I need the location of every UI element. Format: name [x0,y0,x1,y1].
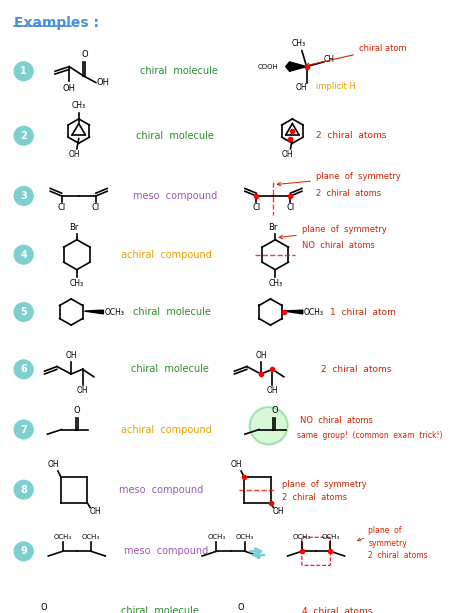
Text: O: O [238,603,245,612]
Text: 10: 10 [17,606,30,613]
Text: O: O [271,406,278,416]
Text: 3: 3 [20,191,27,201]
Text: implicit H: implicit H [316,82,356,91]
Text: OH: OH [97,78,110,87]
Text: meso  compound: meso compound [118,485,203,495]
Text: 2  chiral  atoms: 2 chiral atoms [316,131,386,140]
Text: NO  chiral  atoms: NO chiral atoms [300,416,373,425]
Text: OCH₃: OCH₃ [321,534,339,540]
Text: OCH₃: OCH₃ [207,534,226,540]
Text: OH: OH [255,351,267,360]
Text: 2  chiral  atoms: 2 chiral atoms [368,552,428,560]
Text: OH: OH [266,386,278,395]
Text: chiral  molecule: chiral molecule [133,307,211,317]
Text: CH₃: CH₃ [292,39,306,48]
Text: OCH₃: OCH₃ [304,308,324,316]
Text: chiral  molecule: chiral molecule [136,131,214,141]
Circle shape [14,602,33,613]
Text: Cl: Cl [286,204,294,213]
Text: Cl: Cl [57,204,66,213]
Text: 9: 9 [20,546,27,557]
Text: chiral atom: chiral atom [306,44,406,67]
Text: OH: OH [68,150,80,159]
Text: OH: OH [273,508,284,517]
Text: NO  chiral  atoms: NO chiral atoms [302,241,375,250]
Text: 6: 6 [20,364,27,375]
Text: 2: 2 [20,131,27,141]
Text: 1  chiral  atom: 1 chiral atom [330,308,396,316]
Text: chiral  molecule: chiral molecule [121,606,200,613]
Text: chiral  molecule: chiral molecule [140,66,219,76]
Text: Cl: Cl [91,204,100,213]
Circle shape [14,481,33,499]
Text: plane  of  symmetry: plane of symmetry [282,479,367,489]
Polygon shape [84,310,103,314]
Text: OH: OH [77,386,88,395]
Text: OCH₃: OCH₃ [293,534,311,540]
Text: O: O [40,603,47,612]
Text: 2  chiral  atoms: 2 chiral atoms [282,493,347,501]
Text: OCH₃: OCH₃ [82,534,100,540]
Text: 7: 7 [20,425,27,435]
Text: CH₃: CH₃ [72,101,86,110]
Text: OH: OH [47,460,59,469]
Text: achiral  compound: achiral compound [121,249,212,260]
Text: plane  of  symmetry: plane of symmetry [279,225,387,238]
Text: OH: OH [296,83,308,93]
Polygon shape [286,62,307,71]
Text: Examples :: Examples : [14,16,99,30]
Circle shape [250,407,288,444]
Text: OH: OH [65,351,77,360]
Text: COOH: COOH [257,64,278,70]
Circle shape [14,303,33,321]
Text: same  group!  (common  exam  trick!): same group! (common exam trick!) [297,430,443,440]
Text: Cl: Cl [252,204,260,213]
Text: OH: OH [63,85,76,93]
Text: Br: Br [69,223,79,232]
Circle shape [14,542,33,561]
Text: 4  chiral  atoms: 4 chiral atoms [302,607,372,613]
Text: meso  compound: meso compound [133,191,217,201]
Text: OCH₃: OCH₃ [236,534,254,540]
Text: OH: OH [89,508,101,517]
Text: O: O [81,50,88,59]
Text: achiral  compound: achiral compound [121,425,212,435]
Text: 8: 8 [20,485,27,495]
Circle shape [14,62,33,81]
Text: OH: OH [230,460,242,469]
Text: plane  of  symmetry: plane of symmetry [277,172,401,186]
Text: OCH₃: OCH₃ [104,308,124,316]
Circle shape [14,420,33,439]
Text: 1: 1 [20,66,27,76]
Text: CH₃: CH₃ [70,279,84,288]
Text: Br: Br [268,223,277,232]
Text: CH: CH [324,55,335,64]
Circle shape [14,186,33,205]
Circle shape [14,126,33,145]
Text: OCH₃: OCH₃ [54,534,72,540]
Text: chiral  molecule: chiral molecule [131,364,209,375]
Text: 4: 4 [20,249,27,260]
Text: OH: OH [282,150,293,159]
Text: 2  chiral  atoms: 2 chiral atoms [316,189,381,197]
Polygon shape [284,310,303,314]
Text: 5: 5 [20,307,27,317]
Circle shape [14,360,33,379]
Text: meso  compound: meso compound [124,546,209,557]
Text: 2  chiral  atoms: 2 chiral atoms [321,365,391,374]
Text: symmetry: symmetry [368,539,407,549]
Text: CH₃: CH₃ [268,279,283,288]
Text: plane  of: plane of [357,525,402,541]
Text: O: O [73,406,80,416]
Circle shape [14,245,33,264]
